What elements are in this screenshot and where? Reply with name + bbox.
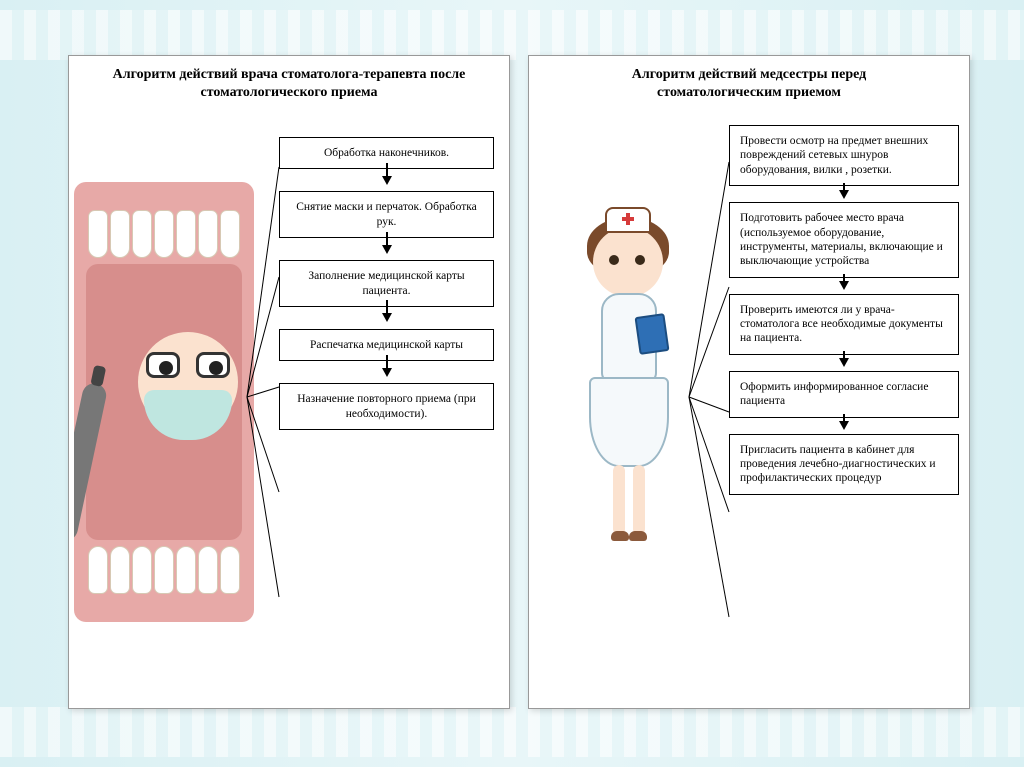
arrow-down-icon — [382, 313, 392, 322]
step-box: Подготовить рабочее место врача (использ… — [729, 202, 959, 278]
arrow-down-icon — [382, 245, 392, 254]
left-title: Алгоритм действий врача стоматолога-тера… — [69, 56, 509, 107]
arrow-down-icon — [839, 358, 849, 367]
right-content: Провести осмотр на предмет внешних повре… — [529, 107, 969, 699]
step-box: Оформить информированное согласие пациен… — [729, 371, 959, 418]
dentist-illustration — [74, 182, 254, 622]
step-box: Провести осмотр на предмет внешних повре… — [729, 125, 959, 186]
arrow-down-icon — [839, 421, 849, 430]
step-box: Назначение повторного приема (при необхо… — [279, 383, 494, 430]
right-panel: Алгоритм действий медсестры перед стомат… — [528, 55, 970, 709]
right-steps: Провести осмотр на предмет внешних повре… — [729, 125, 959, 495]
step-box: Проверить имеются ли у врача-стоматолога… — [729, 294, 959, 355]
left-content: Обработка наконечников. Снятие маски и п… — [69, 107, 509, 699]
arrow-down-icon — [839, 190, 849, 199]
arrow-down-icon — [839, 281, 849, 290]
arrow-down-icon — [382, 368, 392, 377]
step-box: Пригласить пациента в кабинет для провед… — [729, 434, 959, 495]
right-title: Алгоритм действий медсестры перед стомат… — [529, 56, 969, 107]
arrow-down-icon — [382, 176, 392, 185]
left-steps: Обработка наконечников. Снятие маски и п… — [279, 137, 494, 430]
nurse-illustration — [559, 207, 699, 577]
left-panel: Алгоритм действий врача стоматолога-тера… — [68, 55, 510, 709]
